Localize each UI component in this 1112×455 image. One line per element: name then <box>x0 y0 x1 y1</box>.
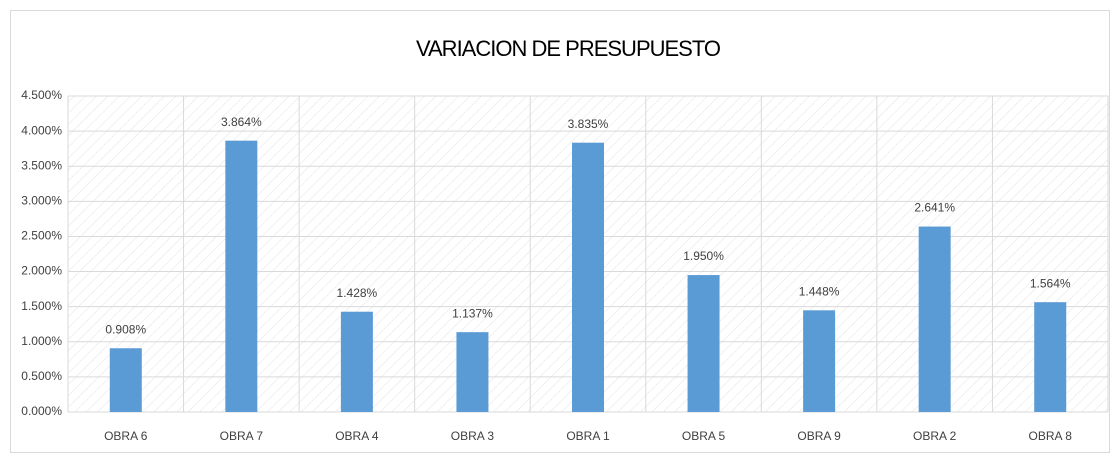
x-tick-label: OBRA 1 <box>566 429 610 443</box>
x-tick-label: OBRA 8 <box>1029 429 1073 443</box>
y-tick-label: 1.500% <box>21 299 62 313</box>
x-tick-label: OBRA 2 <box>913 429 957 443</box>
bar <box>687 275 720 412</box>
x-tick-label: OBRA 4 <box>335 429 379 443</box>
bar <box>456 332 489 412</box>
data-label: 0.908% <box>105 322 146 336</box>
chart-title: VARIACION DE PRESUPUESTO <box>416 36 721 61</box>
bar <box>1034 302 1067 412</box>
y-tick-label: 3.500% <box>21 158 62 172</box>
data-label: 1.448% <box>799 284 840 298</box>
y-tick-label: 2.500% <box>21 229 62 243</box>
bar <box>340 311 373 412</box>
x-tick-label: OBRA 9 <box>797 429 841 443</box>
data-label: 1.137% <box>452 306 493 320</box>
data-label: 2.641% <box>914 201 955 215</box>
x-tick-label: OBRA 6 <box>104 429 148 443</box>
bar <box>109 348 142 412</box>
bar <box>225 140 258 413</box>
x-tick-label: OBRA 7 <box>220 429 264 443</box>
y-tick-label: 4.000% <box>21 123 62 137</box>
data-label: 3.835% <box>568 117 609 131</box>
y-tick-label: 0.500% <box>21 369 62 383</box>
y-tick-label: 2.000% <box>21 264 62 278</box>
y-tick-label: 3.000% <box>21 194 62 208</box>
x-tick-label: OBRA 3 <box>451 429 495 443</box>
y-tick-label: 1.000% <box>21 334 62 348</box>
bar <box>918 226 951 412</box>
data-label: 1.564% <box>1030 276 1071 290</box>
bar <box>572 142 604 412</box>
x-tick-label: OBRA 5 <box>682 429 726 443</box>
bar <box>803 310 836 412</box>
data-label: 1.950% <box>683 249 724 263</box>
y-tick-label: 4.500% <box>21 88 62 102</box>
data-label: 3.864% <box>221 115 262 129</box>
y-tick-label: 0.000% <box>21 404 62 418</box>
data-label: 1.428% <box>337 286 378 300</box>
